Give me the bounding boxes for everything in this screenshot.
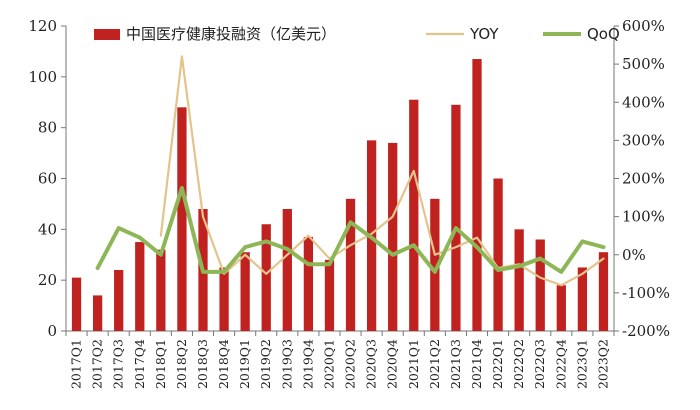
legend-label-yoy: YOY xyxy=(469,25,499,43)
x-tick-label: 2019Q2 xyxy=(258,339,273,389)
x-tick-label: 2021Q1 xyxy=(406,339,421,389)
x-tick-label: 2017Q1 xyxy=(69,339,84,389)
bar-2022Q1 xyxy=(493,178,503,331)
x-tick-label: 2023Q2 xyxy=(595,339,610,389)
bar-2018Q4 xyxy=(219,267,229,331)
x-tick-label: 2022Q3 xyxy=(532,339,547,389)
bar-2020Q1 xyxy=(324,259,335,331)
x-tick-label: 2020Q3 xyxy=(364,339,379,389)
x-tick-label: 2022Q1 xyxy=(490,339,505,389)
left-tick-label: 60 xyxy=(38,170,57,188)
axes-layer: 0 20 40 60 80 100 120 -200% -100% 0% 100% 200% 300% 4… xyxy=(28,17,670,389)
x-tick-label: 2017Q3 xyxy=(111,339,126,389)
line-yoy xyxy=(159,55,605,287)
bar-2020Q2 xyxy=(345,198,356,331)
x-tick-label: 2020Q1 xyxy=(321,339,336,389)
bar-2019Q1 xyxy=(240,252,250,331)
bar-2018Q2 xyxy=(177,107,187,331)
left-tick-label: 40 xyxy=(38,220,57,238)
bar-2021Q1 xyxy=(409,99,419,331)
right-tick-label: 200% xyxy=(622,170,665,188)
bar-2017Q2 xyxy=(92,295,103,331)
bar-2019Q2 xyxy=(261,224,271,331)
bar-2022Q2 xyxy=(514,229,524,331)
bar-2021Q3 xyxy=(451,104,461,332)
x-tick-label: 2019Q3 xyxy=(279,339,294,389)
right-tick-label: 600% xyxy=(622,17,665,35)
left-tick-label: 120 xyxy=(28,17,57,35)
x-tick-label: 2018Q4 xyxy=(216,339,231,389)
right-tick-label: -200% xyxy=(622,322,670,340)
right-tick-label: 400% xyxy=(622,93,665,111)
bar-2017Q4 xyxy=(135,242,145,331)
bar-2023Q2 xyxy=(598,252,609,331)
right-tick-label: 500% xyxy=(622,55,665,73)
left-tick-label: 80 xyxy=(38,119,57,137)
left-tick-label: 100 xyxy=(28,68,57,86)
x-tick-label: 2020Q2 xyxy=(343,339,358,389)
x-tick-label: 2021Q4 xyxy=(469,339,484,389)
bar-2018Q1 xyxy=(156,249,166,331)
legend-label-investment: 中国医疗健康投融资（亿美元） xyxy=(126,25,336,43)
right-tick-label: -100% xyxy=(622,284,670,302)
bar-2021Q4 xyxy=(472,59,482,332)
bar-2022Q3 xyxy=(535,239,545,331)
x-tick-label: 2020Q4 xyxy=(385,339,400,389)
x-tick-label: 2018Q3 xyxy=(195,339,210,389)
bar-2023Q1 xyxy=(577,267,588,331)
bar-2022Q4 xyxy=(556,285,566,331)
lines-layer xyxy=(95,55,606,287)
x-tick-label: 2019Q1 xyxy=(237,339,252,389)
legend-swatch-bar xyxy=(94,29,120,40)
x-tick-label: 2022Q2 xyxy=(511,339,526,389)
bar-2017Q3 xyxy=(114,270,124,331)
x-tick-label: 2017Q4 xyxy=(132,339,147,389)
x-tick-label: 2022Q4 xyxy=(553,339,568,389)
x-tick-label: 2021Q2 xyxy=(427,339,442,389)
x-tick-label: 2021Q3 xyxy=(448,339,463,389)
left-tick-label: 0 xyxy=(47,322,57,340)
right-tick-label: 100% xyxy=(622,208,665,226)
bar-2021Q2 xyxy=(430,198,440,331)
right-tick-label: 0% xyxy=(622,246,646,264)
x-tick-label: 2018Q1 xyxy=(153,339,168,389)
right-tick-label: 300% xyxy=(622,131,665,149)
x-tick-label: 2018Q2 xyxy=(174,339,189,389)
left-tick-label: 20 xyxy=(38,271,57,289)
bars-layer xyxy=(71,59,609,332)
bar-2019Q3 xyxy=(282,209,292,331)
bar-2020Q4 xyxy=(388,142,398,331)
bar-2017Q1 xyxy=(71,277,82,331)
x-tick-label: 2023Q1 xyxy=(574,339,589,389)
bar-2019Q4 xyxy=(303,236,314,331)
legend-label-qoq: QoQ xyxy=(587,25,620,43)
x-tick-label: 2019Q4 xyxy=(300,339,315,389)
x-tick-label: 2017Q2 xyxy=(90,339,105,389)
legend: 中国医疗健康投融资（亿美元） YOY QoQ xyxy=(94,25,620,43)
